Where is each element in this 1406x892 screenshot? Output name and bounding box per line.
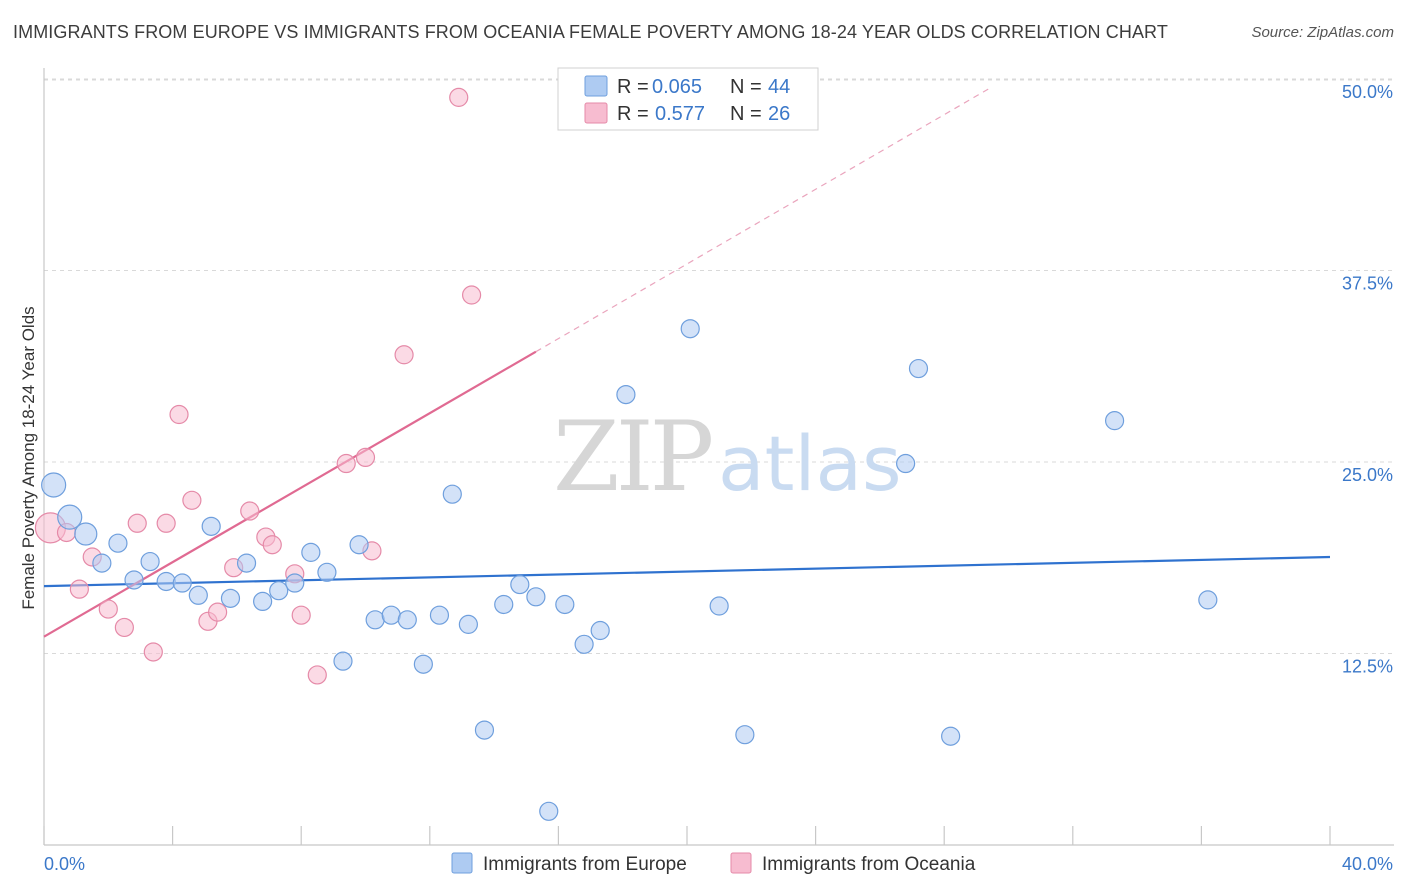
europe-point xyxy=(908,358,929,379)
x-tick-label: 0.0% xyxy=(44,854,85,874)
legend-swatch-europe xyxy=(584,75,608,97)
legend-swatch-oceania xyxy=(584,102,608,124)
europe-point xyxy=(574,634,594,654)
europe-point xyxy=(92,553,112,573)
y-tick-label: 37.5% xyxy=(1342,274,1393,294)
europe-point xyxy=(57,504,83,530)
europe-point xyxy=(124,570,144,590)
europe-point xyxy=(539,801,559,821)
europe-point xyxy=(236,553,257,573)
points-layer xyxy=(34,87,1218,821)
legend-r-value-oceania: 0.577 xyxy=(655,103,705,125)
series-legend: Immigrants from Europe Immigrants from O… xyxy=(451,852,976,875)
oceania-point xyxy=(336,453,356,474)
europe-point xyxy=(555,594,575,615)
legend-n-value-europe: 44 xyxy=(768,76,790,98)
oceania-point xyxy=(182,490,202,510)
oceania-point xyxy=(127,513,147,533)
watermark-atlas: atlas xyxy=(718,419,902,508)
europe-point xyxy=(474,720,495,740)
trend-layer xyxy=(43,86,1331,638)
oceania-point xyxy=(208,602,228,622)
oceania-point xyxy=(69,579,89,599)
europe-point xyxy=(709,596,729,616)
legend-n-label-europe: N = xyxy=(730,76,762,98)
legend-n-value-oceania: 26 xyxy=(768,103,790,125)
legend-r-label-europe: R = xyxy=(617,76,649,98)
europe-point xyxy=(220,588,241,608)
europe-point xyxy=(333,651,353,671)
europe-point xyxy=(108,533,128,553)
europe-point xyxy=(285,573,305,593)
y-tick-label: 25.0% xyxy=(1342,465,1393,485)
legend-r-value-europe: 0.065 xyxy=(652,76,702,98)
europe-point xyxy=(896,453,916,474)
bottom-legend-swatch-oceania xyxy=(730,852,752,874)
europe-point xyxy=(735,725,755,745)
y-axis-label: Female Poverty Among 18-24 Year Olds xyxy=(19,306,38,609)
europe-point xyxy=(1104,411,1125,431)
trend-line-oceania xyxy=(43,350,537,638)
legend-n-label-oceania: N = xyxy=(730,103,762,125)
axes-layer: 12.5% 25.0% 37.5% 50.0% 0.0% 40.0% xyxy=(43,68,1394,874)
europe-point xyxy=(494,594,514,615)
europe-point xyxy=(201,516,221,536)
oceania-point xyxy=(355,447,376,468)
europe-point xyxy=(269,581,289,601)
y-tick-label: 12.5% xyxy=(1342,657,1393,677)
chart-title: IMMIGRANTS FROM EUROPE VS IMMIGRANTS FRO… xyxy=(13,22,1168,42)
europe-point xyxy=(140,551,160,572)
oceania-point xyxy=(240,501,260,521)
oceania-point xyxy=(461,285,482,305)
oceania-point xyxy=(156,513,176,533)
oceania-point xyxy=(394,345,414,365)
oceania-point xyxy=(114,617,134,638)
europe-point xyxy=(941,726,961,746)
europe-point xyxy=(442,484,462,504)
europe-point xyxy=(381,605,401,625)
bottom-legend-europe: Immigrants from Europe xyxy=(483,854,687,875)
oceania-point xyxy=(169,404,189,425)
europe-point xyxy=(413,654,433,674)
europe-point xyxy=(458,614,478,634)
europe-point xyxy=(526,587,546,607)
oceania-point xyxy=(291,605,311,625)
x-tick-label: 40.0% xyxy=(1342,854,1393,874)
bottom-legend-oceania: Immigrants from Oceania xyxy=(762,854,976,875)
europe-point xyxy=(429,605,450,625)
europe-point xyxy=(365,610,385,630)
europe-point xyxy=(680,319,700,339)
oceania-point xyxy=(262,535,282,555)
europe-point xyxy=(317,562,337,582)
watermark-zip: ZIP xyxy=(553,401,712,513)
europe-point xyxy=(590,620,610,641)
chart-source: Source: ZipAtlas.com xyxy=(1251,24,1394,41)
europe-point xyxy=(156,571,176,592)
trend-line-europe xyxy=(43,555,1331,588)
europe-point xyxy=(301,542,321,562)
bottom-legend-swatch-europe xyxy=(451,852,473,874)
europe-point xyxy=(172,573,192,593)
europe-point xyxy=(616,384,636,405)
oceania-point xyxy=(307,665,327,685)
europe-point xyxy=(1198,590,1218,610)
y-tick-label: 50.0% xyxy=(1342,82,1393,102)
europe-point xyxy=(349,535,369,555)
europe-point xyxy=(188,585,208,605)
europe-point xyxy=(397,610,417,630)
correlation-legend: R = 0.065 N = 44 R = 0.577 N = 26 xyxy=(557,67,819,131)
europe-point xyxy=(253,591,273,612)
europe-point xyxy=(74,522,98,546)
oceania-point xyxy=(143,642,163,662)
oceania-point xyxy=(449,87,469,107)
europe-point xyxy=(41,472,67,498)
oceania-point xyxy=(98,599,118,619)
europe-point xyxy=(510,574,530,595)
legend-r-label-oceania: R = xyxy=(617,103,649,125)
